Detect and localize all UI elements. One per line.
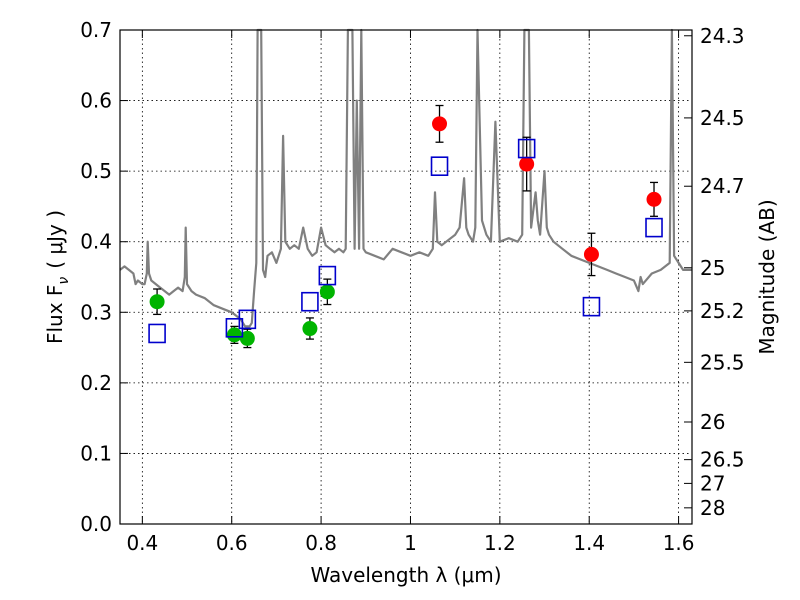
model-photometry-square	[148, 323, 166, 344]
photometry-markers	[148, 104, 663, 349]
y2-tick-label: 26	[700, 410, 725, 434]
plot-background	[120, 30, 692, 524]
y-tick-label: 0.4	[80, 230, 112, 254]
x-tick-label: 0.4	[126, 531, 158, 555]
y-axis-label-subscript: ν	[56, 277, 72, 285]
model-photometry-square	[318, 265, 337, 286]
nir-photometry-point	[646, 191, 662, 207]
y2-tick-label: 25.2	[700, 299, 745, 323]
optical-photometry-point	[226, 327, 242, 343]
x-tick-label: 0.6	[216, 531, 248, 555]
optical-photometry-point	[239, 330, 255, 346]
model-photometry-square	[301, 291, 319, 312]
y-axis-label: Flux Fν ( μJy )	[43, 210, 72, 344]
model-photometry-square	[238, 309, 257, 330]
x-tick-label: 1.2	[484, 531, 516, 555]
y2-tick-label: 24.5	[700, 106, 745, 130]
nir-photometry-point	[583, 246, 599, 262]
x-tick-label: 1	[404, 531, 417, 555]
y-tick-label: 0.3	[80, 300, 112, 324]
y2-tick-label: 25	[700, 256, 725, 280]
y-tick-label: 0.0	[80, 512, 112, 536]
y-axis-label-text: Flux F	[43, 285, 67, 344]
optical-photometry-point	[319, 284, 335, 300]
optical-photometry-point	[149, 294, 165, 310]
x-tick-label: 1.6	[663, 531, 695, 555]
y2-tick-label: 26.5	[700, 448, 745, 472]
x-axis-label: Wavelength λ (μm)	[310, 563, 501, 587]
y2-tick-label: 24.3	[700, 24, 745, 48]
y2-axis-label: Magnitude (AB)	[755, 199, 779, 354]
y-tick-label: 0.5	[80, 159, 112, 183]
y-axis-label-unit: ( μJy )	[43, 210, 67, 269]
axis-ticks: 0.4 0.6 0.8 1 1.2 1.4 1.6 0.0 0.1 0.2 0.3 0.4 0.5 0.6…	[80, 18, 744, 555]
optical-photometry-point	[302, 321, 318, 337]
y2-tick-label: 25.5	[700, 350, 745, 374]
y2-tick-label: 27	[700, 471, 725, 495]
nir-photometry-point	[432, 116, 448, 132]
x-tick-label: 0.8	[305, 531, 337, 555]
model-photometry-square	[430, 156, 449, 177]
x-tick-label: 1.4	[573, 531, 605, 555]
model-spectrum-line	[119, 28, 692, 328]
y-tick-label: 0.1	[80, 441, 112, 465]
y2-tick-label: 28	[700, 496, 725, 520]
model-photometry-square	[517, 138, 536, 159]
model-spectrum	[119, 28, 692, 328]
model-photometry-square	[645, 217, 663, 238]
y2-tick-label: 24.7	[700, 174, 745, 198]
nir-photometry-point	[519, 156, 535, 172]
model-photometry-square	[582, 296, 601, 317]
y-tick-label: 0.6	[80, 89, 112, 113]
y-tick-label: 0.7	[80, 18, 112, 42]
y-tick-label: 0.2	[80, 371, 112, 395]
svg-text:Flux Fν( μJy ): Flux Fν ( μJy )	[43, 210, 72, 344]
plot-frame	[119, 29, 693, 525]
